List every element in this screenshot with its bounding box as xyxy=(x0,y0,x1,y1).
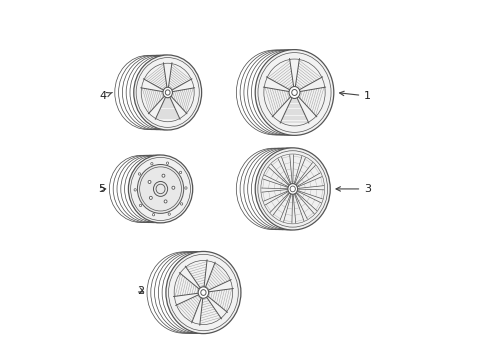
Ellipse shape xyxy=(180,203,183,205)
Ellipse shape xyxy=(287,184,297,194)
Ellipse shape xyxy=(255,148,329,230)
Text: 5: 5 xyxy=(98,184,105,194)
Text: 4: 4 xyxy=(100,91,112,101)
Ellipse shape xyxy=(255,50,333,135)
Text: 1: 1 xyxy=(339,91,370,101)
Text: 3: 3 xyxy=(335,184,370,194)
Ellipse shape xyxy=(168,213,170,215)
Ellipse shape xyxy=(139,204,142,207)
Ellipse shape xyxy=(164,200,167,203)
Text: 2: 2 xyxy=(137,286,144,296)
Ellipse shape xyxy=(150,163,153,165)
Ellipse shape xyxy=(198,287,208,298)
Ellipse shape xyxy=(163,87,172,98)
Ellipse shape xyxy=(288,86,300,99)
Ellipse shape xyxy=(134,189,136,191)
Ellipse shape xyxy=(128,155,192,223)
Ellipse shape xyxy=(179,171,182,174)
Ellipse shape xyxy=(152,213,154,216)
Ellipse shape xyxy=(166,162,168,165)
Ellipse shape xyxy=(184,187,187,189)
Ellipse shape xyxy=(162,174,164,177)
Ellipse shape xyxy=(165,251,241,334)
Ellipse shape xyxy=(138,173,141,175)
Ellipse shape xyxy=(172,186,174,189)
Ellipse shape xyxy=(148,180,151,184)
Ellipse shape xyxy=(134,55,201,130)
Ellipse shape xyxy=(149,196,152,199)
Ellipse shape xyxy=(137,165,183,213)
